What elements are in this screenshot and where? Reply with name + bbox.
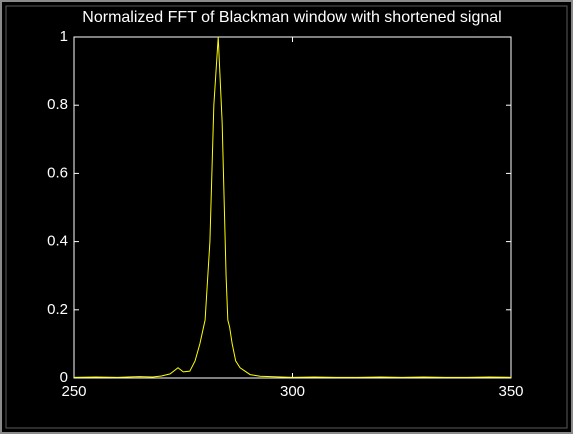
y-tick-label: 0.6	[47, 164, 68, 181]
x-tick-label: 300	[280, 383, 305, 400]
y-tick-label: 0	[60, 369, 68, 386]
x-tick-label: 350	[498, 383, 523, 400]
y-tick-label: 1	[60, 28, 68, 45]
x-tick-label: 250	[61, 383, 86, 400]
y-tick-label: 0.2	[47, 301, 68, 318]
y-tick-label: 0.4	[47, 233, 68, 250]
y-tick-label: 0.8	[47, 96, 68, 113]
window-inner-frame	[5, 5, 568, 429]
data-line	[73, 36, 512, 378]
chart-title: Normalized FFT of Blackman window with s…	[82, 9, 501, 26]
